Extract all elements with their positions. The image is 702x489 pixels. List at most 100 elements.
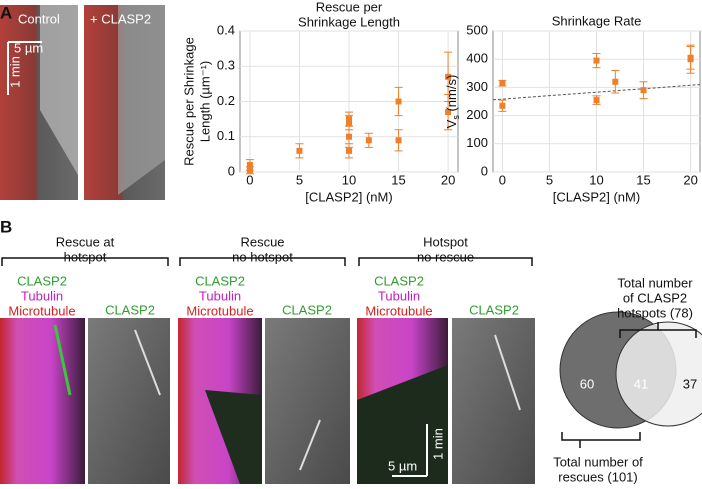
kymograph-gray (88, 318, 170, 484)
data-point (395, 98, 402, 105)
y-tick-label: 0.3 (217, 58, 235, 73)
y-axis-label: Vs (nm/s) (444, 75, 461, 129)
panel-label: A (0, 3, 12, 22)
scale-label: 1 min (7, 56, 22, 88)
y-tick-label: 0 (481, 163, 488, 178)
data-point (593, 57, 600, 64)
image-label: Control (18, 11, 60, 26)
channel-label: Tubulin (21, 288, 63, 303)
channel-label: CLASP2 (282, 302, 332, 317)
scale-label: 1 min (430, 428, 445, 460)
clasp2-track (299, 419, 321, 471)
channel-label: Microtubule (8, 303, 75, 318)
y-tick-label: 500 (466, 22, 488, 37)
venn-count: 37 (683, 376, 697, 391)
chart-title: Shrinkage Length (298, 14, 400, 29)
y-label-symbol: V (444, 119, 459, 128)
clasp2-track (53, 324, 72, 396)
data-point (246, 161, 253, 168)
data-point (346, 133, 352, 140)
x-tick-label: 15 (391, 172, 405, 187)
y-tick-label: 0.1 (217, 128, 235, 143)
venn-count: 41 (634, 376, 648, 391)
kymograph-shadow (357, 365, 448, 484)
channel-label: CLASP2 (17, 273, 67, 288)
chart-title: Shrinkage Rate (552, 13, 642, 28)
channel-label: Tubulin (199, 288, 241, 303)
x-tick-label: 10 (589, 172, 603, 187)
x-tick-label: 0 (499, 172, 506, 187)
bracket (561, 432, 641, 448)
group-header: Rescue (240, 234, 284, 249)
data-point (499, 102, 506, 109)
channel-label: Microtubule (186, 303, 253, 318)
clasp2-track (494, 334, 521, 411)
x-tick-label: 15 (636, 172, 650, 187)
y-tick-label: 200 (466, 107, 488, 122)
bracket (358, 257, 533, 266)
group-header: no rescue (417, 249, 474, 264)
data-point (346, 147, 352, 154)
data-point (246, 167, 253, 174)
data-point (445, 73, 452, 80)
channel-label: Tubulin (378, 288, 420, 303)
data-point (593, 97, 600, 104)
panel-label: B (0, 217, 12, 236)
y-axis-label: Rescue per Shrinkage (181, 37, 196, 166)
channel-label: CLASP2 (105, 302, 155, 317)
y-label-unit: (nm/s) (444, 75, 459, 115)
kymograph-signal (118, 5, 165, 195)
x-axis-label: [CLASP2] (nM) (305, 189, 392, 204)
x-tick-label: 20 (441, 172, 455, 187)
x-tick-label: 10 (342, 172, 356, 187)
venn-label: Total number of (553, 454, 643, 469)
venn-label: rescues (101) (558, 469, 637, 484)
venn-count: 60 (580, 376, 594, 391)
y-axis-label: Length (µm⁻¹) (197, 61, 212, 143)
bracket (1, 257, 169, 266)
data-point (395, 137, 402, 144)
kymograph-gray (452, 318, 535, 484)
group-header: Hotspot (423, 234, 468, 249)
group-header: Rescue at (56, 234, 115, 249)
channel-label: CLASP2 (469, 302, 519, 317)
group-header: hotspot (64, 249, 107, 264)
kymograph-signal (40, 5, 78, 175)
x-tick-label: 20 (683, 172, 697, 187)
x-tick-label: 0 (246, 172, 253, 187)
y-tick-label: 100 (466, 135, 488, 150)
y-label-subscript: s (451, 115, 461, 120)
image-label: + CLASP2 (90, 11, 151, 26)
scale-label: 5 µm (14, 40, 43, 55)
kymograph-merge (0, 318, 85, 484)
channel-label: Microtubule (365, 303, 432, 318)
y-tick-label: 0.2 (217, 93, 235, 108)
data-point (296, 147, 303, 154)
trend-line (492, 84, 701, 101)
y-tick-label: 0 (228, 163, 235, 178)
data-point (499, 80, 506, 87)
data-point (445, 109, 452, 116)
data-point (365, 137, 372, 144)
data-point (640, 87, 647, 94)
y-tick-label: 0.4 (217, 22, 235, 37)
x-axis-label: [CLASP2] (nM) (553, 189, 640, 204)
data-point (612, 78, 619, 85)
venn-label: of CLASP2 (623, 290, 687, 305)
y-tick-label: 400 (466, 51, 488, 66)
data-point (346, 119, 352, 126)
channel-label: CLASP2 (195, 273, 245, 288)
kymograph-gray (265, 318, 350, 484)
group-header: no hotspot (232, 249, 293, 264)
clasp2-track (134, 329, 161, 396)
chart-title: Rescue per (316, 0, 383, 14)
x-tick-label: 5 (296, 172, 303, 187)
venn-label: hotspots (78) (617, 305, 693, 320)
kymograph-shadow (205, 390, 262, 484)
scale-label: 5 µm (388, 458, 417, 473)
data-point (687, 54, 694, 61)
x-tick-label: 5 (546, 172, 553, 187)
bracket (179, 257, 346, 266)
channel-label: CLASP2 (374, 273, 424, 288)
